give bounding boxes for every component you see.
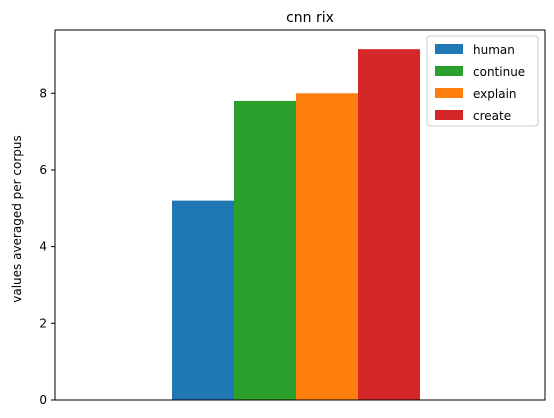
- y-tick-label: 0: [39, 393, 47, 407]
- bar-create: [358, 49, 420, 400]
- y-tick-label: 4: [39, 240, 47, 254]
- y-tick-label: 8: [39, 86, 47, 100]
- legend-swatch-create: [435, 110, 463, 120]
- y-tick-label: 6: [39, 163, 47, 177]
- legend-label-create: create: [473, 109, 511, 123]
- legend-label-human: human: [473, 43, 515, 57]
- chart-title: cnn rix: [286, 10, 334, 26]
- y-tick-label: 2: [39, 316, 47, 330]
- y-axis-label: values averaged per corpus: [10, 135, 24, 303]
- legend-swatch-continue: [435, 66, 463, 76]
- bar-human: [172, 200, 234, 400]
- legend: human continue explain create: [426, 35, 539, 127]
- bars-group: [172, 49, 420, 400]
- plot-frame: [54, 29, 546, 401]
- legend-swatch-explain: [435, 88, 463, 98]
- legend-box: [426, 35, 539, 127]
- bar-continue: [234, 100, 296, 400]
- y-axis: 0 2 4 6 8: [39, 86, 55, 407]
- bar-explain: [296, 93, 358, 400]
- legend-swatch-human: [435, 44, 463, 54]
- legend-label-explain: explain: [473, 87, 517, 101]
- legend-label-continue: continue: [473, 65, 525, 79]
